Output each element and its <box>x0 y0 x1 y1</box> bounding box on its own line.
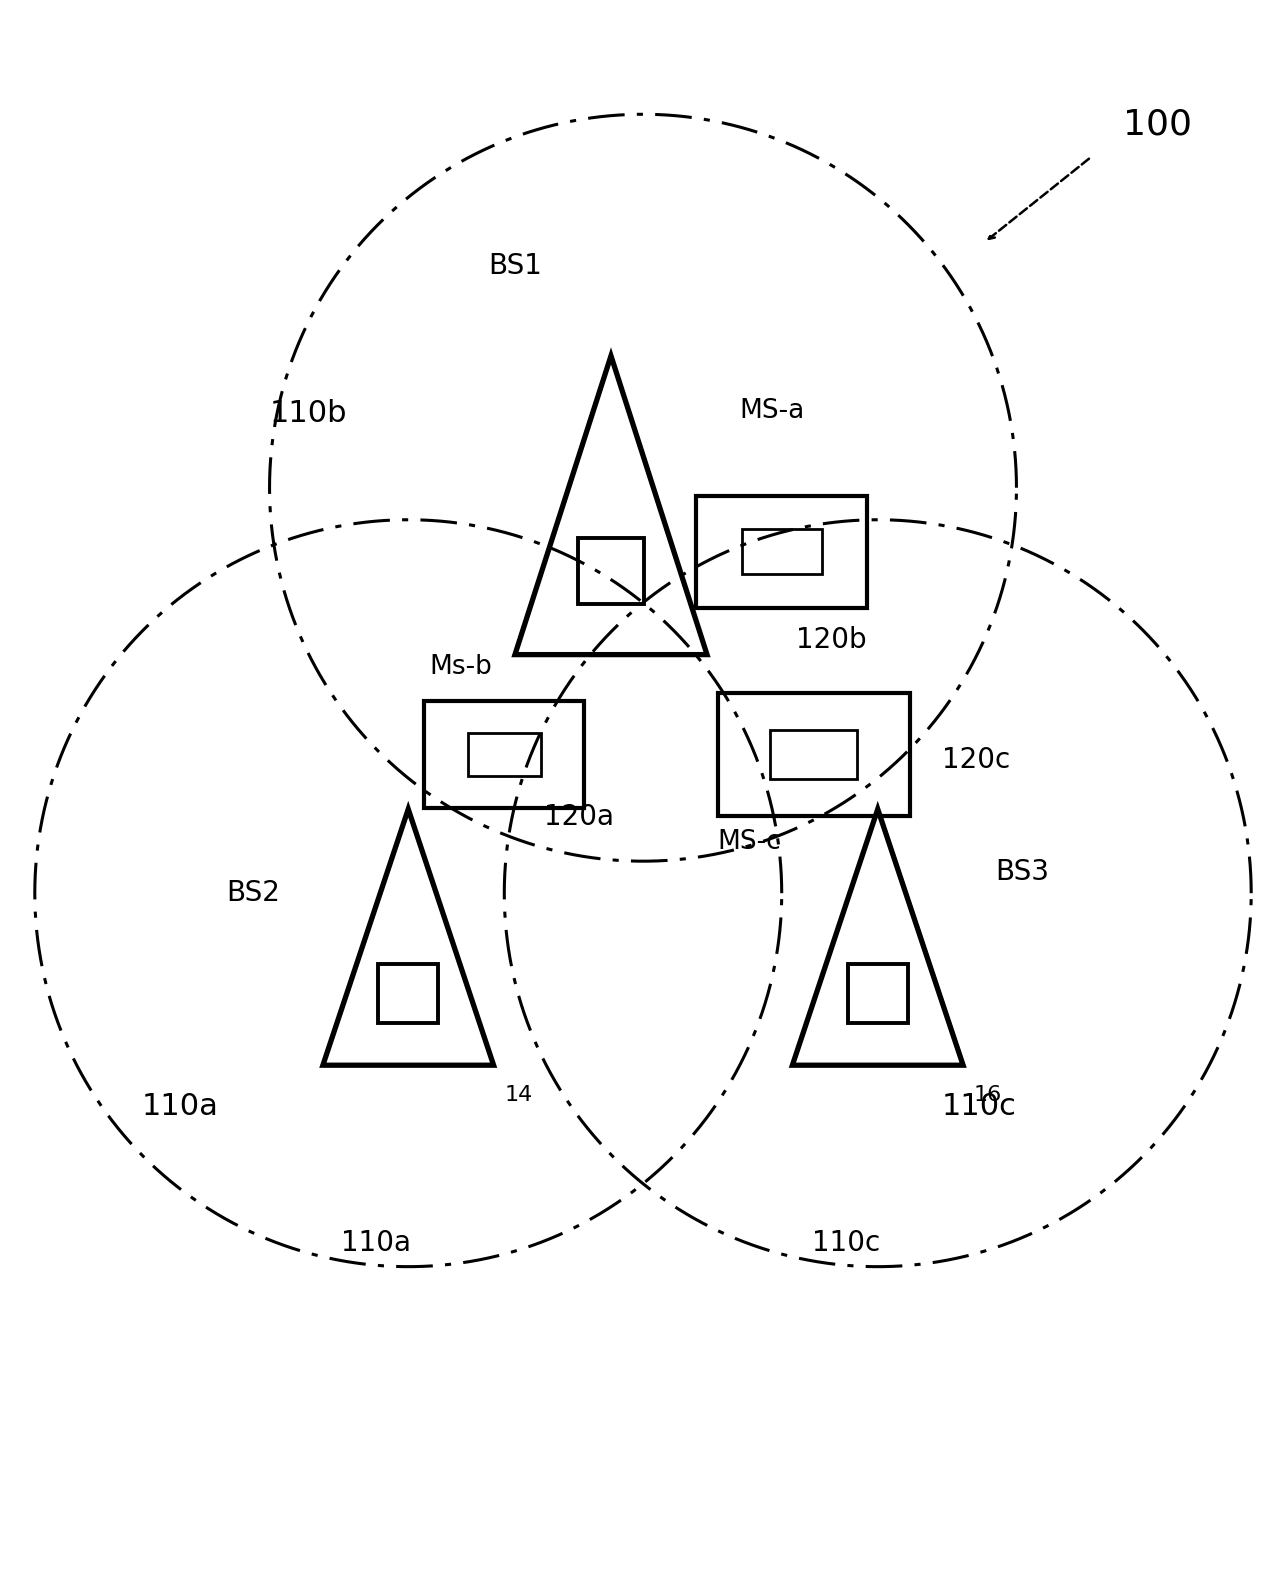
Text: 120a: 120a <box>544 802 613 831</box>
Bar <box>847 964 908 1024</box>
Text: 14: 14 <box>504 1085 532 1106</box>
Text: 120b: 120b <box>796 626 867 654</box>
Bar <box>718 694 909 816</box>
Bar <box>424 702 584 809</box>
Text: MS-a: MS-a <box>739 398 804 423</box>
Text: 110a: 110a <box>341 1230 412 1257</box>
Text: 110c: 110c <box>811 1230 880 1257</box>
Bar <box>468 733 540 775</box>
Text: BS3: BS3 <box>995 857 1049 886</box>
Text: BS1: BS1 <box>487 252 541 280</box>
Text: 110a: 110a <box>141 1092 219 1122</box>
Bar <box>770 730 858 779</box>
Bar <box>577 538 644 604</box>
Text: 120c: 120c <box>941 746 1010 774</box>
Text: MS-c: MS-c <box>718 829 782 856</box>
Text: 16: 16 <box>974 1085 1002 1106</box>
Text: 110c: 110c <box>941 1092 1017 1122</box>
Text: 110b: 110b <box>270 398 347 428</box>
Text: 100: 100 <box>1123 109 1192 142</box>
Text: Ms-b: Ms-b <box>430 654 493 680</box>
Text: BS2: BS2 <box>226 879 280 908</box>
Bar <box>742 530 822 574</box>
Bar <box>696 495 867 607</box>
Bar <box>378 964 439 1024</box>
